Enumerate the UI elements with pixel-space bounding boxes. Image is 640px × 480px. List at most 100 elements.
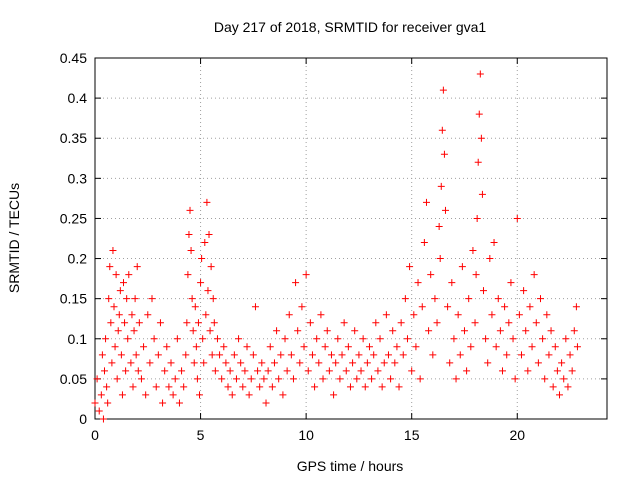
data-point — [206, 327, 214, 335]
y-axis-label: SRMTID / TECUs — [6, 183, 22, 293]
data-point — [201, 239, 209, 247]
data-point — [517, 351, 525, 359]
data-point — [218, 375, 226, 383]
y-tick-label: 0.4 — [68, 90, 88, 106]
data-point — [479, 287, 487, 295]
data-point — [109, 247, 117, 255]
data-point — [444, 303, 452, 311]
data-point — [306, 319, 314, 327]
data-point — [488, 311, 496, 319]
data-point — [355, 351, 363, 359]
data-point — [115, 311, 123, 319]
data-point — [435, 222, 443, 230]
data-point — [558, 359, 566, 367]
data-point — [226, 367, 234, 375]
data-point — [163, 343, 171, 351]
data-point — [154, 351, 162, 359]
data-point — [107, 319, 115, 327]
data-point — [530, 271, 538, 279]
data-point — [191, 303, 199, 311]
data-point — [436, 255, 444, 263]
data-point — [501, 303, 509, 311]
data-point — [361, 383, 369, 391]
data-point — [340, 319, 348, 327]
y-tick-label: 0.3 — [68, 170, 88, 186]
data-point — [213, 335, 221, 343]
data-point — [566, 351, 574, 359]
data-point — [97, 391, 105, 399]
data-point — [249, 351, 257, 359]
data-point — [534, 359, 542, 367]
data-point — [378, 383, 386, 391]
data-point — [433, 319, 441, 327]
data-point — [365, 343, 373, 351]
data-point — [198, 255, 206, 263]
data-point — [555, 391, 563, 399]
data-point — [294, 327, 302, 335]
data-point — [317, 311, 325, 319]
data-point — [193, 375, 201, 383]
data-point — [412, 343, 420, 351]
data-point — [131, 295, 139, 303]
data-point — [106, 263, 114, 271]
data-point — [197, 279, 205, 287]
data-point — [319, 375, 327, 383]
data-point — [196, 391, 204, 399]
data-point — [431, 295, 439, 303]
data-point — [132, 351, 140, 359]
data-point — [188, 295, 196, 303]
data-point — [429, 351, 437, 359]
data-point — [116, 287, 124, 295]
data-point — [184, 271, 192, 279]
data-point — [465, 295, 473, 303]
data-point — [467, 343, 475, 351]
data-point — [486, 255, 494, 263]
data-point — [146, 359, 154, 367]
data-point — [545, 351, 553, 359]
data-point — [547, 327, 555, 335]
data-point — [387, 375, 395, 383]
data-point — [313, 335, 321, 343]
data-point — [374, 367, 382, 375]
axis-ticks: 0 0.05 0.1 0.15 0.2 0.25 0.3 0.35 0.4 0.45 0 5 10 15 2… — [60, 50, 607, 443]
data-point — [296, 359, 304, 367]
data-point — [492, 343, 500, 351]
data-point — [211, 367, 219, 375]
data-point — [391, 359, 399, 367]
data-point — [425, 327, 433, 335]
data-point — [190, 359, 198, 367]
data-point — [245, 391, 253, 399]
x-tick-label: 10 — [298, 427, 314, 443]
data-point — [308, 351, 316, 359]
data-point — [351, 327, 359, 335]
data-point — [152, 383, 160, 391]
data-point — [515, 311, 523, 319]
data-point — [258, 359, 266, 367]
data-point — [441, 206, 449, 214]
chart-title: Day 217 of 2018, SRMTID for receiver gva… — [214, 19, 487, 35]
y-tick-label: 0.15 — [60, 291, 87, 307]
data-point — [418, 303, 426, 311]
data-point — [551, 343, 559, 351]
data-point — [159, 399, 167, 407]
data-point — [204, 287, 212, 295]
data-point — [478, 190, 486, 198]
data-point — [129, 383, 137, 391]
data-point — [91, 399, 99, 407]
data-point — [235, 335, 243, 343]
data-point — [128, 311, 136, 319]
data-point — [541, 375, 549, 383]
data-point — [262, 399, 270, 407]
data-point — [414, 279, 422, 287]
data-point — [104, 399, 112, 407]
data-point — [264, 367, 272, 375]
data-point — [142, 391, 150, 399]
x-tick-label: 5 — [197, 427, 205, 443]
data-point — [446, 359, 454, 367]
data-point — [526, 303, 534, 311]
data-point — [173, 335, 181, 343]
data-point — [148, 295, 156, 303]
data-point — [254, 367, 262, 375]
y-tick-label: 0.45 — [60, 50, 87, 66]
data-point — [165, 383, 173, 391]
